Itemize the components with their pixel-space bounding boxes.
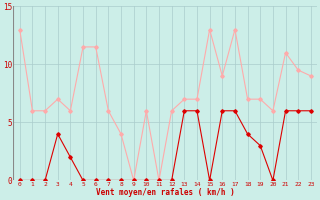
X-axis label: Vent moyen/en rafales ( km/h ): Vent moyen/en rafales ( km/h ): [96, 188, 235, 197]
